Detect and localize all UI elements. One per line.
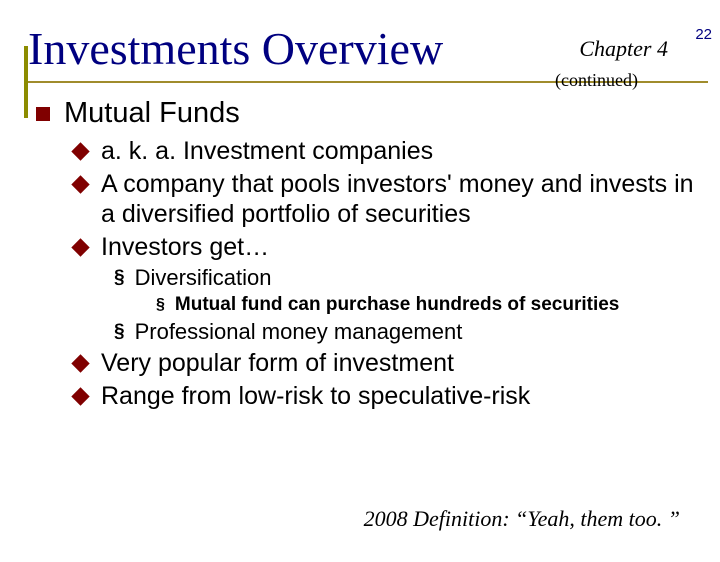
diamond-bullet-icon xyxy=(71,387,89,405)
slide-title: Investments Overview xyxy=(28,22,443,75)
heading-row: Mutual Funds xyxy=(36,97,696,130)
bullet-text: Range from low-risk to speculative-risk xyxy=(101,381,530,411)
bullet-text: Very popular form of investment xyxy=(101,348,454,378)
section-heading: Mutual Funds xyxy=(64,97,240,130)
bullet-row: A company that pools investors' money an… xyxy=(74,169,696,229)
continued-label: (continued) xyxy=(555,70,638,91)
diamond-bullet-icon xyxy=(71,238,89,256)
sub-bullet-row: § Professional money management xyxy=(114,319,696,345)
bullet-row: a. k. a. Investment companies xyxy=(74,136,696,166)
square-bullet-icon xyxy=(36,107,50,121)
chapter-label: Chapter 4 xyxy=(579,36,668,62)
footer-quote: 2008 Definition: “Yeah, them too. ” xyxy=(364,506,680,532)
section-bullet-icon: § xyxy=(114,321,125,343)
sub-bullet-text: Professional money management xyxy=(135,319,463,345)
bullet-text: Investors get… xyxy=(101,232,269,262)
bullet-row: Very popular form of investment xyxy=(74,348,696,378)
sub-bullet-text: Diversification xyxy=(135,265,272,291)
title-bar: Investments Overview Chapter 4 (continue… xyxy=(28,22,708,83)
sub-sub-bullet-row: § Mutual fund can purchase hundreds of s… xyxy=(156,294,696,316)
content-area: Mutual Funds a. k. a. Investment compani… xyxy=(36,97,696,411)
bullet-text: a. k. a. Investment companies xyxy=(101,136,433,166)
bullet-text: A company that pools investors' money an… xyxy=(101,169,696,229)
bullet-row: Range from low-risk to speculative-risk xyxy=(74,381,696,411)
section-bullet-icon: § xyxy=(156,296,165,314)
section-bullet-icon: § xyxy=(114,267,125,289)
bullet-row: Investors get… xyxy=(74,232,696,262)
diamond-bullet-icon xyxy=(71,175,89,193)
sub-bullet-row: § Diversification xyxy=(114,265,696,291)
diamond-bullet-icon xyxy=(71,354,89,372)
sub-sub-bullet-text: Mutual fund can purchase hundreds of sec… xyxy=(175,294,619,316)
diamond-bullet-icon xyxy=(71,142,89,160)
